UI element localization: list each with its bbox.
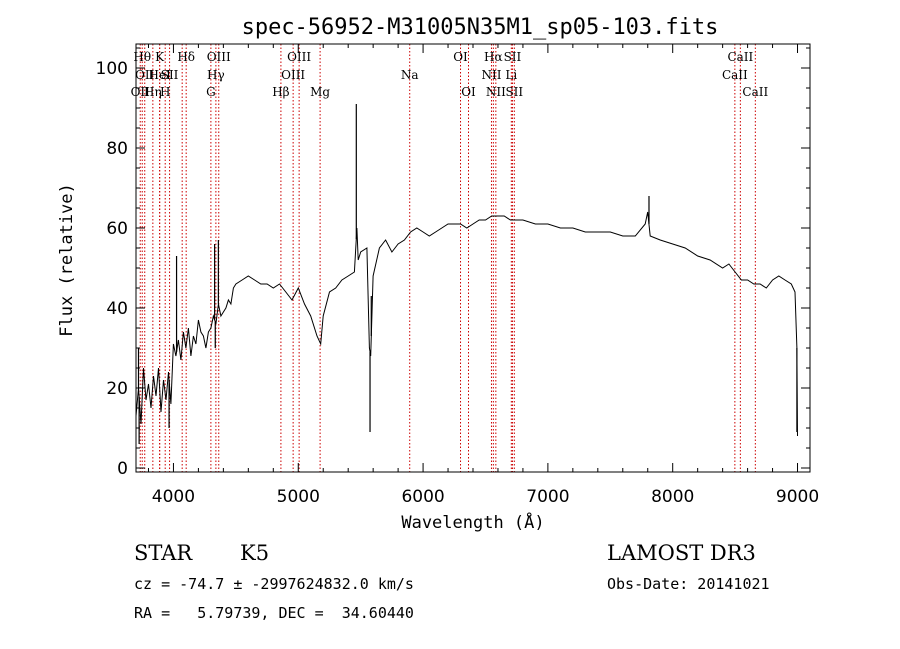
line-marker-label: Li <box>505 68 517 82</box>
x-tick-label: 7000 <box>526 487 569 507</box>
plot-frame <box>135 43 811 473</box>
line-marker-label: Mg <box>310 85 330 99</box>
x-axis: 4000 5000 6000 7000 8000 9000 <box>147 44 819 507</box>
x-tick-label: 8000 <box>651 487 694 507</box>
line-marker-label: OI <box>453 50 468 64</box>
line-marker-label: OIII <box>281 68 305 82</box>
coordinates: RA = 5.79739, DEC = 34.60440 <box>134 604 414 622</box>
spectrum-line <box>135 211 798 437</box>
chart-title: spec-56952-M31005N35M1_sp05-103.fits <box>242 15 719 40</box>
line-marker-label: OII <box>131 85 151 99</box>
line-marker-label: G <box>206 85 216 99</box>
line-marker-label: K <box>155 50 165 64</box>
x-tick-label: 9000 <box>776 487 819 507</box>
emission-line-markers <box>139 44 756 472</box>
line-marker-label: CaII <box>722 68 748 82</box>
x-tick-label: 5000 <box>277 487 320 507</box>
line-marker-label: SII <box>504 50 522 64</box>
line-marker-label: OII <box>135 68 155 82</box>
y-tick-label: 40 <box>106 299 128 319</box>
object-subclass: K5 <box>240 541 269 565</box>
spectrum-spikes <box>137 104 798 444</box>
y-tick-label: 0 <box>117 459 128 479</box>
line-marker-label: HeI <box>149 68 172 82</box>
line-marker-label: H <box>160 85 170 99</box>
line-marker-label: Na <box>401 68 419 82</box>
line-marker-label: NII <box>486 85 506 99</box>
obs-date: Obs-Date: 20141021 <box>607 575 770 593</box>
line-marker-label: CaII <box>742 85 768 99</box>
line-marker-label: Hγ <box>207 68 225 82</box>
y-tick-label: 80 <box>106 139 128 159</box>
line-marker-label: Hβ <box>272 85 289 99</box>
survey-label: LAMOST DR3 <box>607 541 756 565</box>
y-tick-label: 20 <box>106 379 128 399</box>
line-marker-label: CaII <box>727 50 753 64</box>
line-marker-label: SII <box>161 68 179 82</box>
x-tick-label: 6000 <box>401 487 444 507</box>
line-marker-label: Hδ <box>177 50 195 64</box>
line-marker-label: Hθ <box>133 50 151 64</box>
x-tick-label: 4000 <box>152 487 195 507</box>
line-marker-label: NII <box>481 68 501 82</box>
line-marker-label: OIII <box>207 50 231 64</box>
y-axis-label: Flux (relative) <box>57 183 77 337</box>
redshift-text: cz = -74.7 ± -2997624832.0 km/s <box>134 575 414 593</box>
x-axis-label: Wavelength (Å) <box>401 511 544 533</box>
line-marker-label: Hη <box>144 85 162 99</box>
emission-line-labels: HθOIIOIIHηKHeIHSIIHδGHγOIIIHβOIIIOIIIMgN… <box>131 50 769 99</box>
y-axis: 0 20 40 60 80 100 <box>96 47 810 479</box>
y-tick-label: 100 <box>96 59 128 79</box>
object-class: STAR <box>134 541 193 565</box>
line-marker-label: OI <box>461 85 476 99</box>
line-marker-label: Hα <box>484 50 503 64</box>
y-tick-label: 60 <box>106 219 128 239</box>
line-marker-label: SII <box>505 85 523 99</box>
line-marker-label: OIII <box>287 50 311 64</box>
